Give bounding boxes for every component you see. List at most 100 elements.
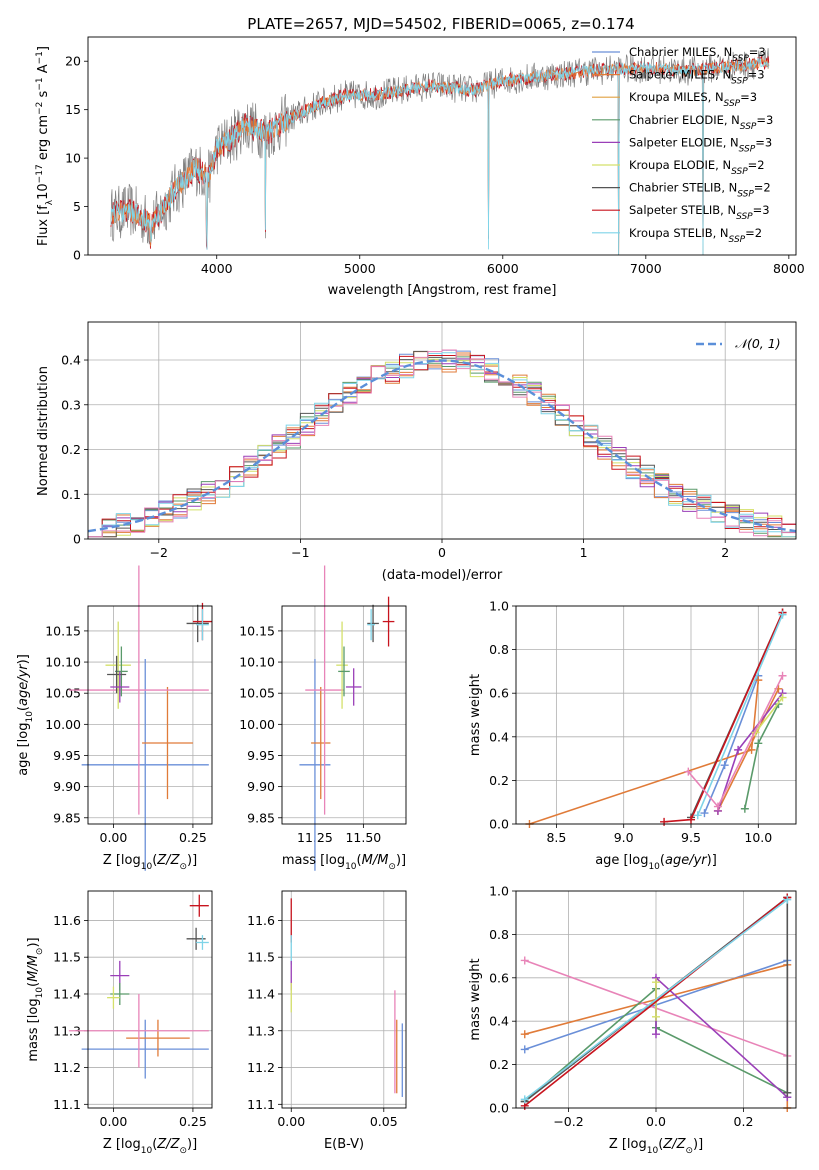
y-tick-label: 11.1 <box>53 1097 81 1112</box>
x-tick-label: 0.00 <box>277 1114 305 1129</box>
y-tick-label: 0 <box>73 248 81 263</box>
series-marker <box>660 817 669 826</box>
figure-title: PLATE=2657, MJD=54502, FIBERID=0065, z=0… <box>247 15 634 33</box>
legend-entry: Salpeter ELODIE, NSSP=3 <box>629 135 772 154</box>
y-tick-label: 11.3 <box>247 1023 275 1038</box>
y-tick-label: 11.1 <box>247 1097 275 1112</box>
series-marker <box>693 811 702 820</box>
y-tick-label: 1.0 <box>489 884 509 899</box>
y-tick-label: 0.8 <box>489 642 509 657</box>
y-tick-label: 9.90 <box>53 779 81 794</box>
x-tick-label: −1 <box>291 545 309 560</box>
y-tick-label: 11.5 <box>53 950 81 965</box>
series-marker <box>778 610 787 619</box>
panel-age-Z: 0.00 0.25 9.85 9.90 9.95 10.00 10.05 10.10 10.15… <box>16 565 213 872</box>
panel-weight-age: 8.5 9.0 9.5 10.0 0.0 0.2 0.4 0.6 0.8 1.0 age [log1… <box>468 599 797 872</box>
series-marker <box>778 671 787 680</box>
x-tick-label: −0.2 <box>553 1114 583 1129</box>
x-tick-label: 0.25 <box>179 1114 207 1129</box>
y-tick-label: 11.4 <box>247 986 275 1001</box>
y-tick-label: 0 <box>73 532 81 547</box>
x-axis-label: wavelength [Angstrom, rest frame] <box>328 283 557 298</box>
x-axis-label: E(B-V) <box>324 1137 364 1152</box>
y-tick-label: 0.3 <box>61 397 81 412</box>
legend-entry: Kroupa MILES, NSSP=3 <box>629 90 757 109</box>
x-tick-label: 0.00 <box>100 830 128 845</box>
y-tick-label: 10.05 <box>45 686 81 701</box>
panel-residuals: −2 −1 0 1 2 0 0.1 0.2 0.3 0.4 𝒩(0, 1) (data-model)/… <box>36 321 797 583</box>
x-axis-label: mass [log10(M/M⊙)] <box>282 853 406 872</box>
legend-entry: Kroupa STELIB, NSSP=2 <box>629 226 762 245</box>
histogram-salpeter-elodie <box>88 358 796 538</box>
y-tick-label: 11.2 <box>247 1060 275 1075</box>
y-axis-label: Normed distribution <box>36 366 51 496</box>
y-tick-label: 10 <box>65 151 81 166</box>
series-marker <box>652 1012 660 1021</box>
y-tick-label: 9.85 <box>247 810 275 825</box>
y-tick-label: 11.5 <box>247 950 275 965</box>
histogram-salpeter-stelib <box>88 354 796 538</box>
y-tick-label: 0.2 <box>489 773 509 788</box>
series-marker <box>754 739 763 748</box>
y-tick-label: 9.90 <box>247 779 275 794</box>
model-kroupa-stelib <box>110 58 770 255</box>
series-marker <box>783 895 792 904</box>
legend-entry: Chabrier ELODIE, NSSP=3 <box>629 113 773 132</box>
legend-entry: Chabrier STELIB, NSSP=2 <box>629 181 771 200</box>
y-tick-label: 0.0 <box>489 1101 509 1116</box>
series-marker <box>652 978 660 987</box>
series-line <box>687 675 784 809</box>
y-tick-label: 11.6 <box>247 913 275 928</box>
y-axis-label: Flux [fλ10−17 erg cm−2 s−1 A−1] <box>35 46 55 246</box>
x-tick-label: 8000 <box>773 261 805 276</box>
y-tick-label: 10.15 <box>239 623 275 638</box>
x-tick-label: 5000 <box>344 261 376 276</box>
x-tick-label: 0.2 <box>734 1114 754 1129</box>
x-tick-label: 0 <box>438 545 446 560</box>
y-tick-label: 15 <box>65 102 81 117</box>
x-tick-label: 10.0 <box>744 830 772 845</box>
series-marker <box>687 815 695 824</box>
y-tick-label: 10.10 <box>239 655 275 670</box>
y-tick-label: 10.15 <box>45 623 81 638</box>
x-tick-label: 7000 <box>630 261 662 276</box>
panel-mass-Z: 0.00 0.25 11.1 11.2 11.3 11.4 11.5 11.6 Z [log10… <box>26 890 213 1156</box>
y-tick-label: 0.2 <box>489 1057 509 1072</box>
x-axis-label: Z [log10(Z/Z⊙)] <box>103 1137 197 1156</box>
x-tick-label: 0.05 <box>370 1114 398 1129</box>
y-tick-label: 0.4 <box>489 1014 509 1029</box>
axes-frame <box>515 890 797 1109</box>
panel-age-mass: 11.25 11.509.859.909.9510.0010.0510.1010.… <box>239 565 407 872</box>
series-marker <box>783 1088 792 1097</box>
x-tick-label: 11.50 <box>345 830 381 845</box>
legend-entry: Salpeter STELIB, NSSP=3 <box>629 203 770 222</box>
x-tick-label: 2 <box>721 545 729 560</box>
axes-frame <box>87 321 797 540</box>
axes-frame <box>87 36 797 256</box>
y-tick-label: 11.3 <box>53 1023 81 1038</box>
y-axis-label: mass [log10(M/M⊙)] <box>26 937 45 1061</box>
y-tick-label: 10.10 <box>45 655 81 670</box>
x-axis-label: (data-model)/error <box>382 568 503 583</box>
y-tick-label: 0.4 <box>61 353 81 368</box>
histogram-kroupa-stelib <box>88 352 796 538</box>
axes-frame <box>281 890 407 1109</box>
y-tick-label: 9.95 <box>53 748 81 763</box>
series-marker <box>520 1030 529 1039</box>
x-tick-label: 0.00 <box>100 1114 128 1129</box>
y-axis-label: age [log10(age/yr)] <box>16 654 35 776</box>
x-tick-label: 9.0 <box>614 830 634 845</box>
legend-entry: Salpeter MILES, NSSP=3 <box>629 68 765 87</box>
panel-spectrum: 4000 5000 6000 7000 8000 0 5 10 15 20 Chabrier MIL… <box>35 36 805 298</box>
x-tick-label: 1 <box>580 545 588 560</box>
histogram-chabrier-elodie <box>88 356 796 538</box>
legend-entry: Chabrier MILES, NSSP=3 <box>629 45 766 64</box>
series-marker <box>778 693 787 702</box>
x-tick-label: 0.25 <box>179 830 207 845</box>
y-tick-label: 0.4 <box>489 729 509 744</box>
series-marker <box>740 804 749 813</box>
y-axis-label: mass weight <box>468 674 483 756</box>
legend: Chabrier MILES, NSSP=3 Salpeter MILES, NS… <box>592 45 773 245</box>
normal-curve <box>87 359 797 533</box>
